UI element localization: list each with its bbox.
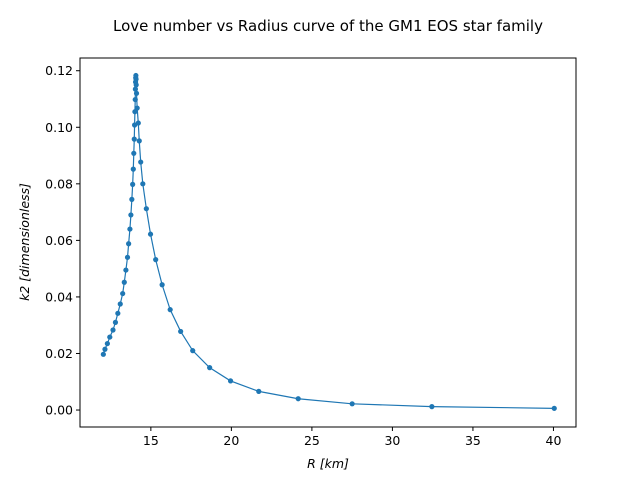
data-point [135,120,141,126]
data-point [104,340,110,347]
data-point [136,138,142,144]
data-point [133,72,139,79]
data-point [128,212,134,218]
data-point [138,159,144,165]
plot-area [100,72,557,411]
data-point [133,76,139,82]
y-tick-label: 0.04 [45,289,73,304]
y-tick-label: 0.10 [45,120,73,135]
data-point [110,327,116,333]
y-tick-label: 0.12 [45,63,73,78]
data-point [256,388,262,394]
data-point [227,378,234,384]
x-axis-label: R [km] [307,456,349,471]
data-point [133,90,140,96]
data-point [143,206,149,212]
data-point [124,254,131,260]
data-point [100,351,106,357]
data-point [130,181,136,187]
x-tick-label: 30 [384,433,400,448]
data-point [123,267,129,273]
x-tick-label: 20 [223,433,239,448]
x-tick-label: 40 [546,433,562,448]
data-point [133,82,139,88]
data-point [131,150,137,156]
data-point [129,196,135,202]
data-point [121,279,127,285]
data-point [127,226,133,232]
data-point [117,301,123,307]
data-point [107,334,113,340]
data-point [429,404,435,410]
data-point [295,396,301,402]
x-tick-label: 15 [143,433,159,448]
data-point [207,365,213,371]
data-point [190,348,196,354]
x-tick-label: 35 [465,433,481,448]
data-point [178,328,184,335]
y-tick-label: 0.02 [45,346,73,361]
data-point [551,405,557,411]
data-point [147,231,154,237]
data-point [102,346,108,352]
y-tick-label: 0.00 [45,403,73,418]
data-point [126,241,132,247]
y-axis: 0.00 0.02 0.04 0.06 0.08 0.10 0.12 [45,63,80,418]
x-tick-label: 25 [304,433,320,448]
chart-title: Love number vs Radius curve of the GM1 E… [113,17,543,35]
data-point [134,105,140,111]
data-point [112,319,119,325]
data-point [131,136,137,142]
data-point [132,96,138,103]
y-axis-label: k2 [dimensionless] [17,183,32,301]
data-point [115,310,121,316]
data-point [120,290,126,297]
data-point [167,307,173,313]
data-point [349,401,355,407]
y-tick-label: 0.06 [45,233,73,248]
x-axis: 15 20 25 30 35 40 [143,427,562,448]
data-point [140,181,146,187]
data-point [159,282,165,288]
y-tick-label: 0.08 [45,176,73,191]
data-point [132,86,138,92]
axes-frame [79,57,577,428]
data-point [153,257,159,263]
data-point [130,166,136,172]
